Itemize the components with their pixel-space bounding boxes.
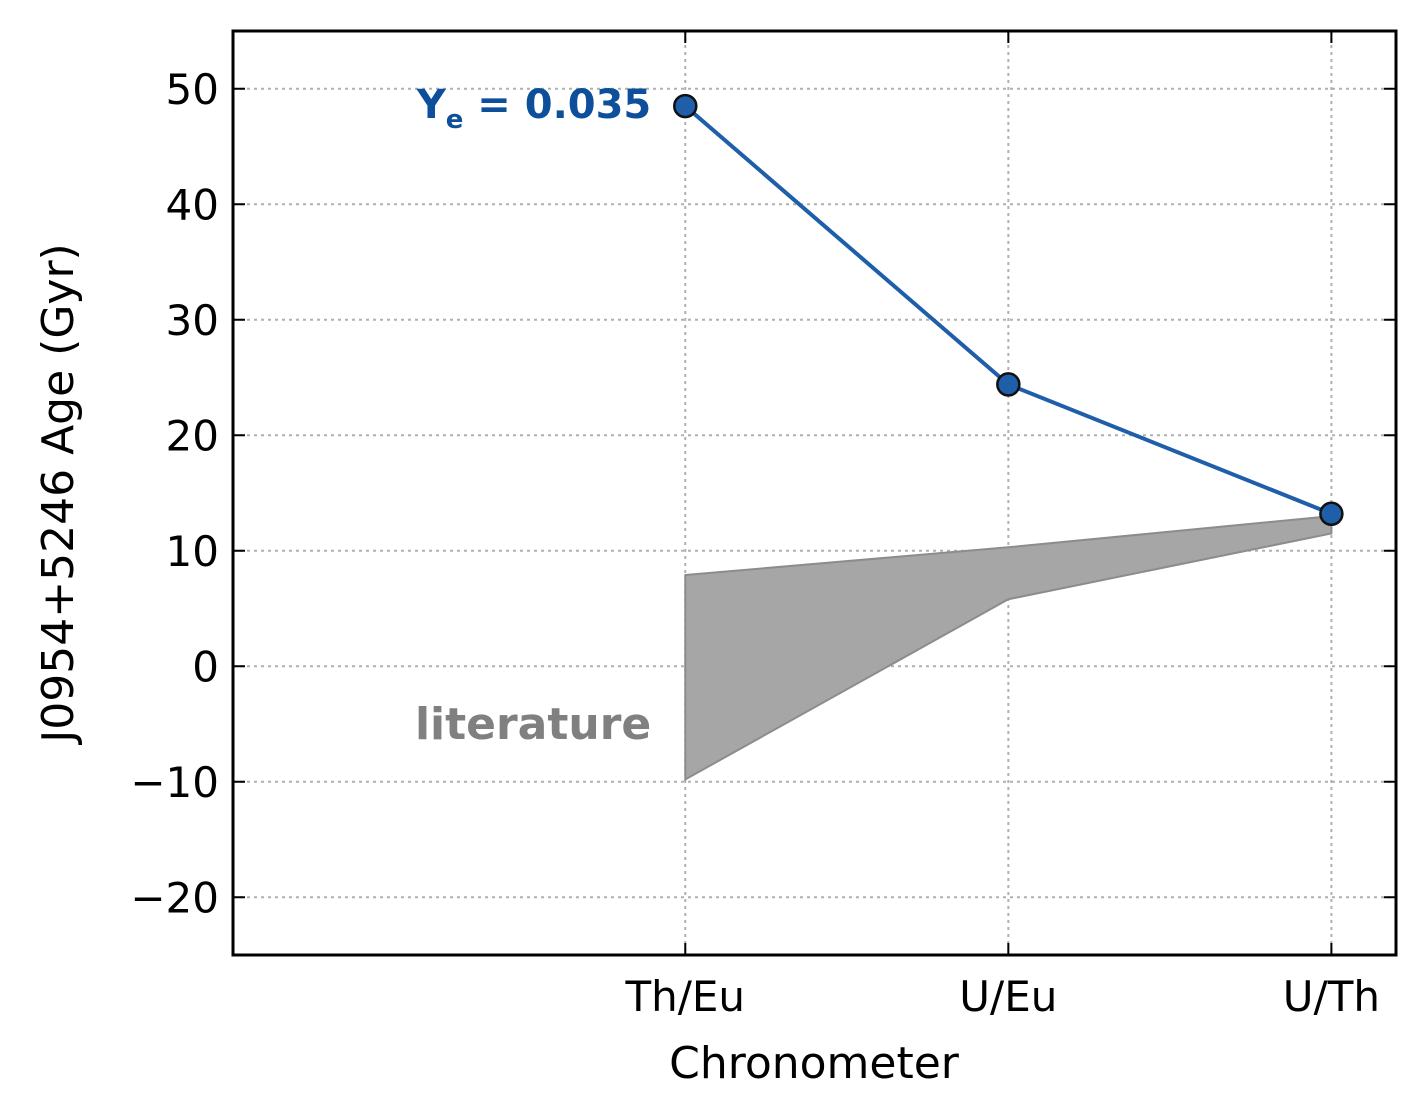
y-tick-label: 0 [192, 642, 219, 691]
ye-annotation-symbol: Y [416, 82, 447, 128]
ticks: −20 −10 0 10 20 30 40 50 Th/Eu U/Eu U/Th [130, 31, 1396, 1021]
y-tick-label: −20 [130, 873, 219, 922]
grid [233, 31, 1396, 955]
x-tick-label: U/Eu [959, 972, 1057, 1021]
y-tick-label: 40 [166, 180, 219, 229]
x-axis-label: Chronometer [669, 1038, 960, 1089]
literature-band-layer [684, 514, 1333, 782]
ye-annotation: Ye = 0.035 [416, 82, 652, 135]
y-tick-label: 30 [166, 296, 219, 345]
literature-band [684, 514, 1333, 782]
literature-annotation: literature [415, 699, 651, 750]
data-point [996, 372, 1021, 397]
y-axis-label: J0954+5246 Age (Gyr) [33, 243, 84, 745]
ye-annotation-subscript: e [446, 105, 464, 135]
y-tick-label: 10 [166, 527, 219, 576]
ye-annotation-value: = 0.035 [463, 82, 651, 128]
x-tick-label: Th/Eu [624, 972, 745, 1021]
x-tick-label: U/Th [1283, 972, 1380, 1021]
y-tick-label: 50 [166, 65, 219, 114]
y-tick-label: 20 [166, 411, 219, 460]
series-layer [673, 93, 1344, 527]
y-tick-label: −10 [130, 758, 219, 807]
data-point [1319, 501, 1344, 527]
plot-frame [231, 29, 1398, 957]
data-point [673, 93, 698, 119]
